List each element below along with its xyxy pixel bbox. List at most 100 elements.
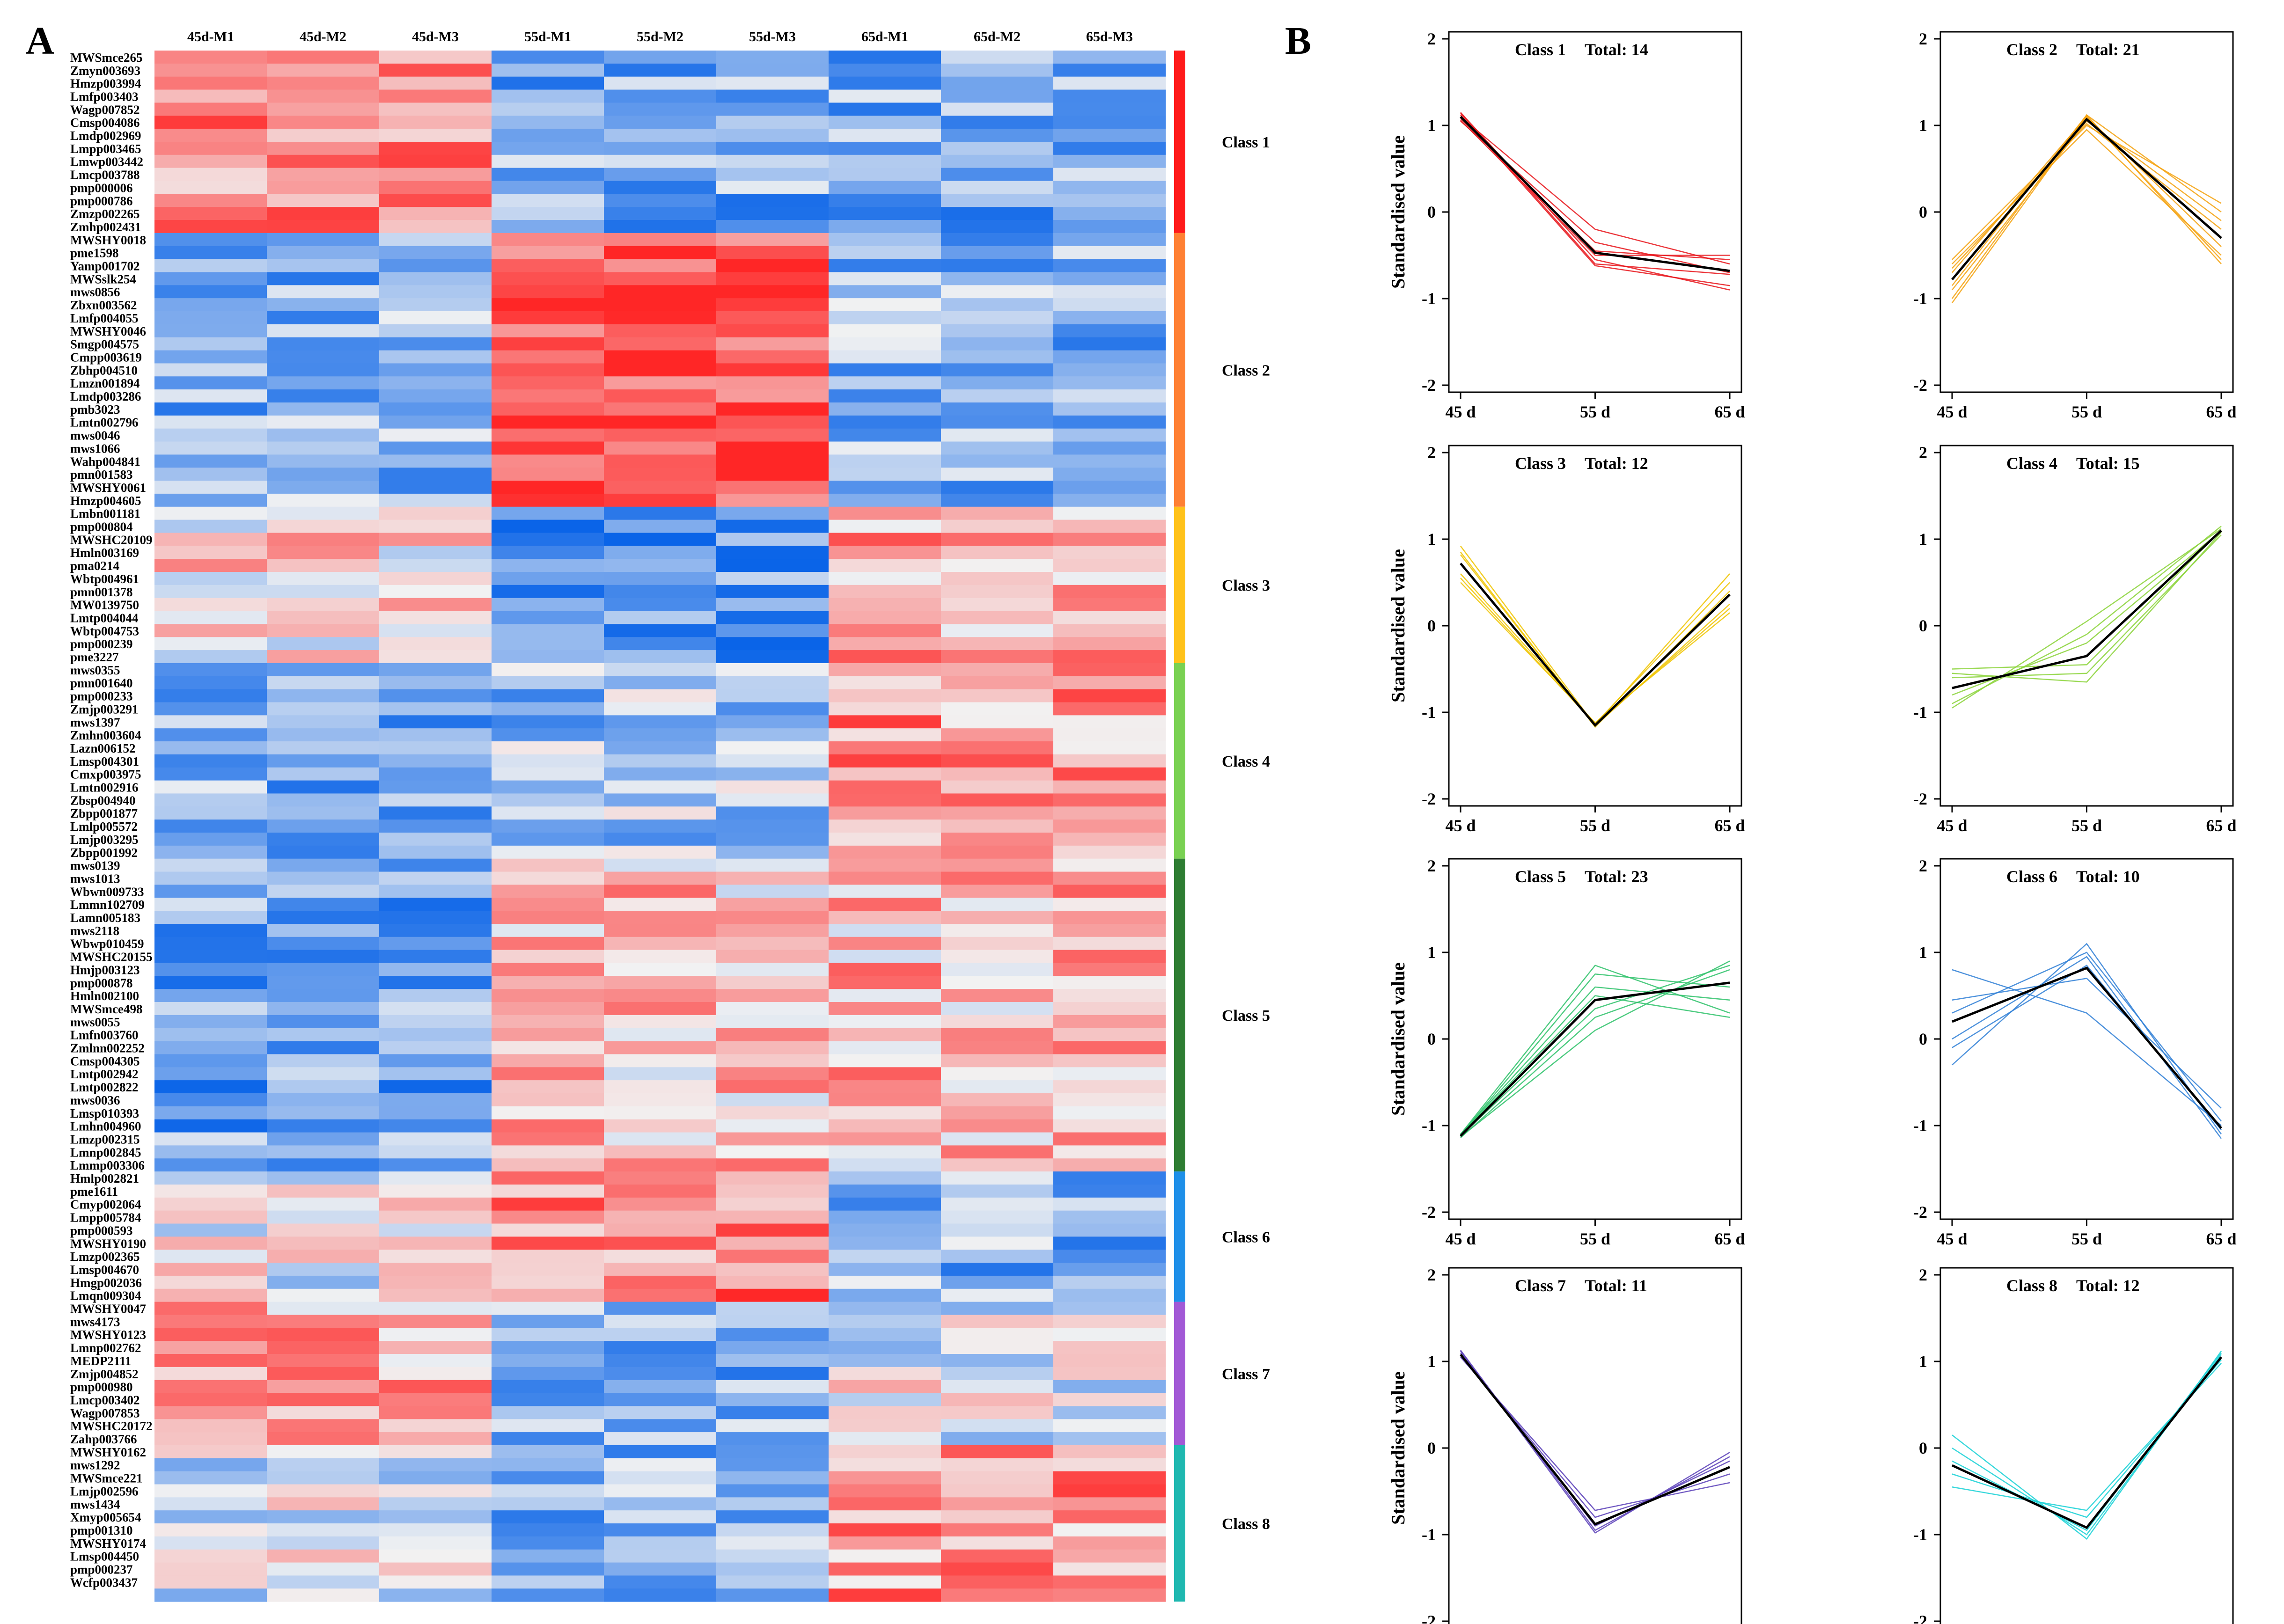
heatmap-cell: [716, 1588, 829, 1602]
heatmap-cell: [492, 611, 604, 624]
heatmap-cell: [492, 819, 604, 833]
heatmap-cell: [716, 428, 829, 442]
heatmap-cell: [1053, 546, 1166, 559]
heatmap-cell: [941, 624, 1054, 637]
heatmap-cell: [1053, 871, 1166, 885]
y-tick-label: -1: [1913, 1525, 1927, 1544]
heatmap-cell: [154, 1380, 267, 1394]
heatmap-cell: [604, 1406, 717, 1419]
heatmap-cell: [379, 468, 492, 481]
heatmap-cell: [379, 129, 492, 142]
heatmap-cell: [716, 858, 829, 872]
row-label: pmn001583: [70, 468, 133, 482]
plot-frame: [1448, 1267, 1742, 1624]
plot-frame: [1939, 858, 2234, 1220]
heatmap-cell: [716, 141, 829, 155]
heatmap-cell: [941, 102, 1054, 116]
heatmap-cell: [492, 1497, 604, 1511]
heatmap-cell: [1053, 963, 1166, 976]
heatmap-cell: [604, 650, 717, 664]
heatmap-cell: [379, 168, 492, 181]
heatmap-cell: [1053, 76, 1166, 90]
row-label: Lmtp002942: [70, 1067, 139, 1081]
row-label: Lmpp005784: [70, 1211, 141, 1225]
heatmap-cell: [379, 806, 492, 820]
heatmap-cell: [492, 1263, 604, 1276]
heatmap-cell: [154, 1223, 267, 1237]
heatmap-cell: [941, 350, 1054, 364]
heatmap-cell: [379, 272, 492, 285]
heatmap-cell: [154, 324, 267, 338]
heatmap-cell: [154, 1132, 267, 1146]
heatmap-cell: [941, 754, 1054, 768]
x-tick-label: 65 d: [1714, 1229, 1745, 1248]
heatmap-cell: [604, 1315, 717, 1328]
heatmap-cell: [941, 950, 1054, 963]
heatmap-cell: [154, 493, 267, 507]
heatmap-cell: [716, 936, 829, 951]
heatmap-cell: [604, 311, 717, 325]
heatmap-cell: [379, 1419, 492, 1433]
heatmap-cell: [716, 1119, 829, 1133]
member-line: [1951, 114, 2222, 299]
heatmap-cell: [941, 858, 1054, 872]
heatmap-cell: [1053, 611, 1166, 624]
heatmap-cell: [1053, 428, 1166, 442]
heatmap-cell: [492, 833, 604, 846]
heatmap-cell: [267, 1536, 380, 1550]
heatmap-cell: [829, 1041, 941, 1054]
heatmap-cell: [492, 572, 604, 585]
heatmap-cell: [716, 519, 829, 533]
heatmap-cell: [941, 650, 1054, 664]
heatmap-cell: [604, 1354, 717, 1368]
column-label: 45d-M1: [187, 29, 234, 44]
heatmap-cell: [492, 1562, 604, 1576]
heatmap-cell: [267, 728, 380, 742]
heatmap-cell: [267, 259, 380, 272]
heatmap-cell: [941, 1093, 1054, 1107]
heatmap-cell: [941, 780, 1054, 794]
heatmap-cell: [492, 1106, 604, 1120]
heatmap-cell: [941, 1419, 1054, 1433]
heatmap-cell: [941, 402, 1054, 416]
heatmap-cell: [379, 911, 492, 924]
heatmap-cell: [1053, 1302, 1166, 1315]
heatmap-cell: [941, 207, 1054, 220]
class-label: Class 2: [1222, 362, 1270, 379]
member-line: [1952, 124, 2222, 260]
heatmap-cell: [716, 1315, 829, 1328]
row-label: Wagp007852: [70, 102, 140, 117]
heatmap-cell: [829, 845, 941, 859]
heatmap-cell: [492, 246, 604, 260]
heatmap-cell: [492, 481, 604, 494]
heatmap-cell: [604, 533, 717, 546]
heatmap-cell: [829, 1510, 941, 1524]
row-label: MWSHY0061: [70, 481, 146, 495]
heatmap-cell: [829, 728, 941, 742]
heatmap-cell: [379, 1575, 492, 1589]
row-label: Lmsp004450: [70, 1550, 139, 1564]
row-label: MWSHC20172: [70, 1419, 153, 1433]
heatmap-cell: [1053, 1197, 1166, 1211]
heatmap-cell: [604, 793, 717, 807]
heatmap-cell: [267, 194, 380, 207]
heatmap-cell: [267, 441, 380, 455]
heatmap-cell: [1053, 259, 1166, 272]
heatmap-cell: [154, 741, 267, 755]
heatmap-cell: [716, 793, 829, 807]
heatmap-cell: [1053, 923, 1166, 937]
heatmap-cell: [267, 1523, 380, 1537]
heatmap-cell: [941, 1523, 1054, 1537]
heatmap-cell: [829, 181, 941, 194]
heatmap-cell: [492, 585, 604, 599]
heatmap-cell: [492, 780, 604, 794]
heatmap-cell: [379, 1210, 492, 1224]
heatmap-cell: [154, 898, 267, 911]
mean-line: [1951, 117, 2222, 280]
heatmap-cell: [492, 1458, 604, 1472]
heatmap-cell: [1053, 572, 1166, 585]
heatmap-cell: [492, 337, 604, 351]
heatmap-cell: [154, 298, 267, 312]
heatmap-cell: [379, 611, 492, 624]
heatmap-cell: [492, 936, 604, 951]
